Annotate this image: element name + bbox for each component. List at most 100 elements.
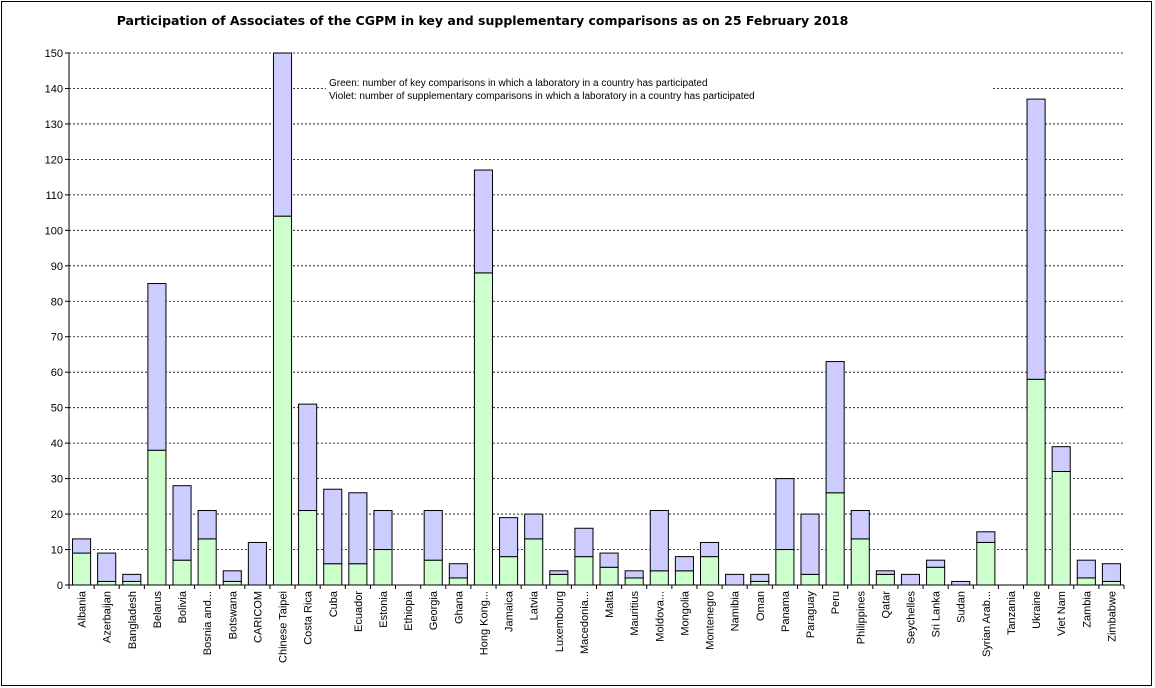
bar-key (926, 566, 946, 586)
x-tick-label: Namibia (730, 590, 742, 631)
y-tick-label: 60 (51, 367, 63, 379)
x-tick-label: Panama (780, 590, 792, 632)
annotation-violet: Violet: number of supplementary comparis… (329, 91, 755, 102)
x-tick-label: Viet Nam (1056, 591, 1068, 636)
y-tick-label: 130 (45, 119, 63, 131)
x-tick-label: Zimbabwe (1106, 591, 1118, 642)
bar-supplementary (1101, 563, 1121, 582)
bar-supplementary (1051, 446, 1071, 473)
bar-key (122, 580, 142, 586)
x-tick-label: Belarus (152, 591, 164, 629)
bar-key (800, 573, 820, 586)
bar-supplementary (97, 552, 117, 582)
bar-key (172, 559, 192, 586)
bar-supplementary (875, 570, 895, 575)
bar-supplementary (72, 538, 92, 554)
x-tick-label: Moldova... (654, 591, 666, 642)
x-tick-label: Bangladesh (127, 591, 139, 649)
x-tick-label: Macedonia... (579, 591, 591, 654)
x-axis-tick-labels: Albania Azerbaijan Bangladesh Belarus Bolivi… (77, 590, 1119, 663)
bar-supplementary (473, 169, 494, 274)
bar-key (524, 538, 544, 586)
bar-key (448, 577, 468, 586)
bar-key (699, 556, 720, 586)
bar-key (775, 549, 795, 586)
bar-supplementary (423, 510, 443, 561)
bar-key (825, 492, 845, 586)
x-tick-label: Sri Lanka (931, 590, 943, 637)
y-tick-label: 20 (51, 509, 63, 521)
y-tick-label: 50 (51, 403, 63, 415)
bar-supplementary (373, 510, 393, 551)
bar-supplementary (348, 492, 368, 565)
x-tick-label: Botswana (227, 590, 239, 639)
bar-supplementary (775, 478, 795, 551)
x-tick-label: Bolivia (177, 590, 189, 623)
x-tick-label: Zambia (1081, 590, 1093, 628)
bar-key (850, 538, 870, 586)
y-tick-label: 150 (45, 48, 63, 60)
y-tick-label: 80 (51, 296, 63, 308)
gridlines (65, 52, 1124, 586)
x-tick-label: Montenegro (705, 591, 717, 650)
bar-key (674, 570, 694, 586)
x-tick-label: Tanzania (1006, 590, 1018, 635)
bar-key (875, 573, 895, 586)
bar-supplementary (674, 556, 694, 572)
x-tick-label: Estonia (378, 590, 390, 628)
x-tick-label: Paraguay (805, 591, 817, 639)
x-tick-label: Peru (830, 591, 842, 614)
x-tick-label: Oman (755, 591, 767, 621)
bar-key (1101, 580, 1121, 586)
x-tick-label: Malta (604, 590, 616, 618)
y-tick-label: 110 (45, 190, 63, 202)
x-tick-label: Qatar (880, 591, 892, 619)
y-tick-label: 120 (45, 154, 63, 166)
bar-supplementary (976, 531, 996, 543)
bar-key (499, 556, 519, 586)
bar-key (549, 573, 569, 586)
bar-key (97, 580, 117, 586)
bar-supplementary (800, 513, 820, 575)
bar-supplementary (448, 563, 468, 579)
x-tick-label: Bosnia and... (202, 591, 214, 655)
bar-supplementary (850, 510, 870, 540)
y-tick-label: 140 (45, 83, 63, 95)
annotation-background (326, 81, 992, 107)
x-tick-label: Luxembourg (554, 591, 566, 652)
y-tick-label: 0 (57, 580, 63, 592)
x-tick-label: Chinese Taipei (278, 591, 290, 663)
bar-supplementary (524, 513, 544, 540)
bar-supplementary (900, 573, 921, 586)
x-tick-label: Latvia (529, 590, 541, 620)
bar-supplementary (1076, 559, 1096, 579)
x-tick-label: Ethiopia (403, 590, 415, 631)
x-tick-label: Georgia (428, 590, 440, 630)
bar-key (1051, 471, 1071, 586)
y-tick-label: 10 (51, 545, 63, 557)
y-tick-label: 70 (51, 332, 63, 344)
bar-supplementary (247, 541, 267, 586)
bar-supplementary (549, 570, 569, 575)
bar-supplementary (298, 403, 318, 512)
bar-supplementary (624, 570, 644, 579)
bar-supplementary (649, 510, 669, 572)
y-tick-label: 100 (45, 225, 63, 237)
bar-key (72, 552, 92, 586)
x-tick-label: Albania (77, 590, 89, 628)
bar-supplementary (323, 488, 343, 565)
x-tick-label: Sudan (956, 591, 968, 623)
x-tick-label: Mongolia (679, 590, 691, 636)
y-tick-label: 30 (51, 474, 63, 486)
bar-supplementary (926, 559, 946, 568)
bar-key (473, 272, 494, 586)
bar-key (272, 215, 293, 586)
bar-key (750, 580, 770, 586)
x-tick-label: Ghana (453, 590, 465, 624)
bar-supplementary (825, 361, 845, 494)
bar-key (348, 563, 368, 586)
bar-key (197, 538, 217, 586)
bar-supplementary (122, 573, 142, 582)
annotation-green: Green: number of key comparisons in whic… (329, 78, 708, 89)
